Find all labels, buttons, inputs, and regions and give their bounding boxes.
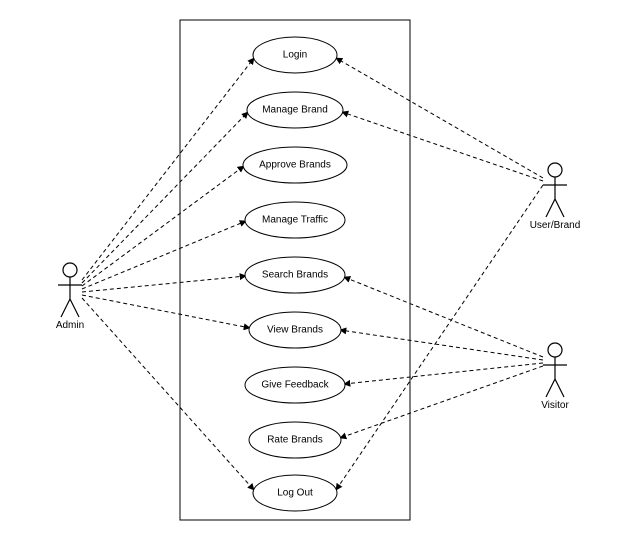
assoc-visitor-view-brands	[340, 330, 543, 360]
actor-label-admin: Admin	[56, 320, 84, 331]
use-case-diagram: Login Manage Brand Approve Brands Manage Tr…	[0, 0, 640, 544]
assoc-admin-approve-brands	[82, 166, 244, 286]
usecase-label-log-out: Log Out	[277, 488, 313, 499]
assoc-userbrand-manage-brand	[342, 112, 543, 181]
actor-userbrand	[543, 163, 567, 217]
usecase-label-give-feedback: Give Feedback	[261, 380, 329, 391]
actor-admin	[58, 263, 82, 317]
assoc-userbrand-log-out	[336, 185, 543, 490]
assoc-userbrand-login	[336, 58, 543, 178]
actor-visitor	[543, 343, 567, 397]
assoc-admin-log-out	[82, 298, 254, 490]
usecase-label-rate-brands: Rate Brands	[267, 435, 323, 446]
assoc-visitor-rate-brands	[340, 366, 543, 438]
assoc-admin-view-brands	[82, 295, 250, 328]
assoc-visitor-give-feedback	[344, 363, 543, 384]
usecase-label-login: Login	[283, 50, 307, 61]
usecase-label-view-brands: View Brands	[267, 325, 323, 336]
usecase-label-search-brands: Search Brands	[262, 270, 328, 281]
assoc-admin-manage-brand	[82, 112, 248, 283]
usecase-label-approve-brands: Approve Brands	[259, 160, 331, 171]
assoc-admin-login	[82, 58, 254, 280]
usecase-label-manage-traffic: Manage Traffic	[262, 215, 328, 226]
actor-label-userbrand: User/Brand	[530, 220, 581, 231]
assoc-admin-search-brands	[82, 276, 246, 292]
usecase-label-manage-brand: Manage Brand	[262, 105, 328, 116]
actor-label-visitor: Visitor	[541, 400, 569, 411]
